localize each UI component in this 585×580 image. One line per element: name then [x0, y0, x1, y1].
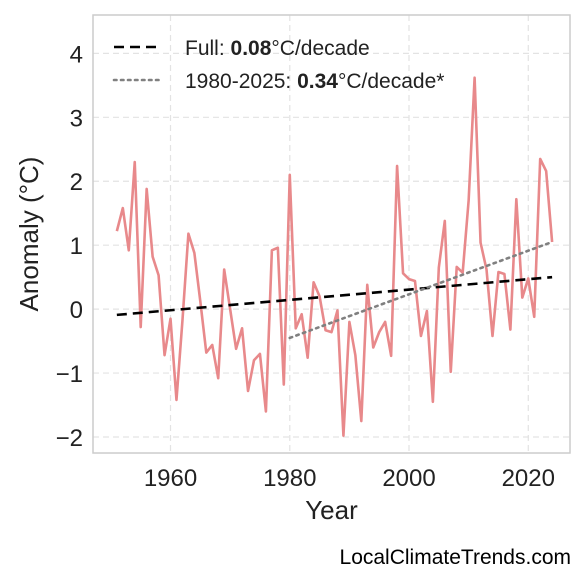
- y-tick-label: −2: [56, 425, 83, 452]
- legend-suffix: °C/decade: [271, 37, 369, 60]
- legend-entry-full: Full: 0.08°C/decade: [185, 37, 370, 60]
- x-tick-labels: 1960 1980 2000 2020: [144, 465, 555, 492]
- y-axis-label: Anomaly (°C): [14, 157, 44, 312]
- plot-frame: [92, 14, 571, 454]
- x-axis-label: Year: [305, 495, 358, 525]
- y-tick-labels: 4 3 2 1 0 −1 −2: [56, 41, 83, 452]
- source-credit: LocalClimateTrends.com: [339, 546, 571, 569]
- legend-value: 0.08: [231, 37, 272, 60]
- x-tick-label: 1960: [144, 465, 197, 492]
- y-tick-label: 0: [70, 297, 83, 324]
- y-tick-label: −1: [56, 361, 83, 388]
- trend-line-1980-2025: [288, 240, 554, 340]
- x-tick-label: 2000: [382, 465, 435, 492]
- legend-suffix: °C/decade*: [338, 70, 444, 93]
- y-tick-label: 4: [70, 41, 83, 68]
- legend: Full: 0.08°C/decade 1980-2025: 0.34°C/de…: [112, 37, 444, 93]
- series-layer: [115, 76, 554, 438]
- x-tick-label: 2020: [502, 465, 555, 492]
- y-tick-label: 3: [70, 105, 83, 132]
- trend-line-full: [116, 275, 553, 317]
- y-tick-label: 1: [70, 233, 83, 260]
- grid: [93, 15, 570, 453]
- x-tick-label: 1980: [263, 465, 316, 492]
- legend-prefix: Full:: [185, 37, 231, 60]
- legend-entry-1980-2025: 1980-2025: 0.34°C/decade*: [185, 70, 444, 93]
- series-line-anomaly: [115, 76, 554, 438]
- y-tick-label: 2: [70, 169, 83, 196]
- legend-prefix: 1980-2025:: [185, 70, 297, 93]
- legend-value: 0.34: [297, 70, 338, 93]
